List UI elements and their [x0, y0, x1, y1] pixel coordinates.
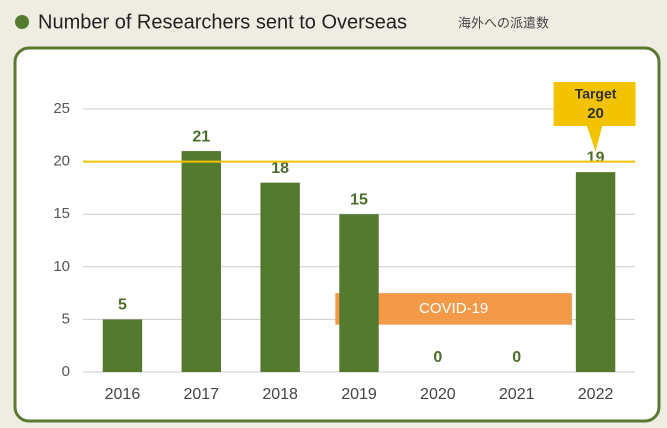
title-dot	[15, 15, 29, 29]
chart-subtitle: 海外への派遣数	[458, 15, 549, 30]
target-pointer	[586, 125, 603, 152]
value-label: 0	[433, 349, 442, 366]
target-callout	[553, 82, 636, 126]
y-tick-label: 25	[53, 100, 70, 117]
x-tick-label: 2016	[105, 386, 141, 403]
y-tick-label: 5	[62, 310, 70, 327]
x-tick-label: 2017	[183, 386, 219, 403]
panel	[13, 46, 661, 423]
bar	[575, 172, 616, 372]
y-tick-label: 15	[53, 205, 70, 222]
chart-title: Number of Researchers sent to Overseas	[38, 11, 407, 33]
value-label: 19	[587, 149, 605, 166]
value-label: 21	[192, 128, 210, 145]
y-tick-label: 20	[53, 153, 70, 170]
value-label: 0	[512, 349, 521, 366]
bar	[339, 214, 379, 372]
x-tick-label: 2019	[341, 386, 377, 403]
bar	[181, 151, 221, 372]
value-label: 18	[271, 160, 289, 177]
x-tick-label: 2020	[420, 386, 456, 403]
y-tick-label: 0	[62, 363, 70, 380]
annotation-text: COVID-19	[419, 300, 488, 317]
y-tick-label: 10	[53, 258, 70, 275]
bar	[260, 182, 300, 372]
target-label: Target	[575, 86, 617, 102]
x-tick-label: 2022	[578, 386, 614, 403]
value-label: 5	[118, 297, 127, 314]
value-label: 15	[350, 191, 368, 208]
x-tick-label: 2018	[262, 386, 298, 403]
bar	[102, 319, 143, 372]
x-tick-label: 2021	[499, 386, 535, 403]
target-value: 20	[587, 105, 604, 122]
